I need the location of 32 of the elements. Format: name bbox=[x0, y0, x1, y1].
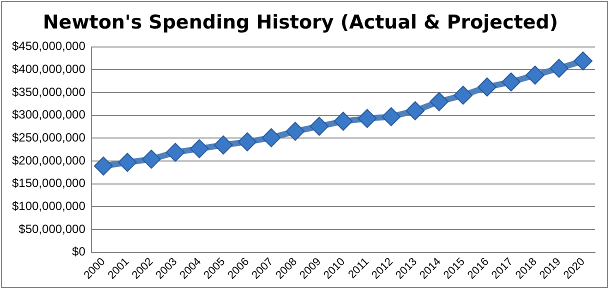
point bbox=[262, 128, 281, 148]
point bbox=[382, 107, 401, 126]
point bbox=[406, 101, 425, 120]
point bbox=[286, 122, 305, 141]
chart-title: Newton's Spending History (Actual & Projected) bbox=[42, 11, 558, 34]
point bbox=[214, 136, 233, 155]
y-tick-label: $400,000,000 bbox=[12, 62, 86, 76]
point bbox=[454, 86, 473, 105]
point bbox=[430, 92, 449, 112]
y-tick-label: $100,000,000 bbox=[12, 198, 86, 213]
y-tick-label: $50,000,000 bbox=[18, 222, 86, 236]
y-tick-label: $150,000,000 bbox=[12, 176, 86, 190]
point bbox=[190, 139, 209, 158]
point bbox=[574, 51, 593, 70]
point bbox=[526, 66, 545, 85]
point bbox=[238, 132, 257, 152]
point bbox=[94, 156, 113, 176]
point bbox=[478, 78, 497, 96]
point bbox=[118, 152, 137, 172]
point bbox=[502, 72, 521, 92]
point bbox=[358, 109, 377, 128]
y-tick-label: $250,000,000 bbox=[12, 130, 86, 144]
point bbox=[310, 116, 329, 136]
y-tick-label: $450,000,000 bbox=[12, 39, 86, 54]
point bbox=[334, 112, 353, 131]
y-tick-label: $300,000,000 bbox=[12, 108, 86, 122]
point bbox=[166, 142, 185, 162]
point bbox=[142, 150, 161, 169]
y-tick-label: $200,000,000 bbox=[12, 153, 86, 168]
y-tick-label: $350,000,000 bbox=[12, 84, 86, 99]
point bbox=[550, 58, 569, 78]
y-tick-label: $0 bbox=[72, 244, 86, 259]
